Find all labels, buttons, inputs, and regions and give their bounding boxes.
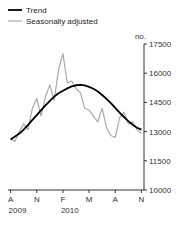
x-tick-label: F (60, 195, 65, 204)
x-tick (62, 190, 63, 193)
x-tick (89, 190, 90, 193)
year-label: 2010 (61, 206, 79, 215)
y-tick (144, 131, 147, 132)
x-axis (8, 190, 144, 191)
y-tick-label: 16000 (149, 69, 172, 78)
x-tick-label: N (34, 195, 40, 204)
y-label: no. (135, 32, 146, 41)
x-tick-label: M (86, 195, 93, 204)
x-tick (36, 190, 37, 193)
x-tick (10, 190, 11, 193)
x-tick (115, 190, 116, 193)
x-tick-label: N (138, 195, 144, 204)
y-tick (144, 102, 147, 103)
year-label: 2009 (9, 206, 27, 215)
y-tick (144, 44, 147, 45)
y-tick-label: 13000 (149, 128, 172, 137)
plot-area (11, 54, 142, 142)
y-tick (144, 190, 147, 191)
y-tick-label: 17500 (149, 40, 172, 49)
series-line (11, 54, 142, 142)
x-tick-label: A (113, 195, 119, 204)
y-tick (144, 160, 147, 161)
chart: 10000 11500 13000 14500 16000 17500 A N F M A N 2009… (0, 0, 181, 231)
y-tick-label: 14500 (149, 98, 172, 107)
legend-label: Seasonally adjusted (26, 17, 98, 26)
y-tick-label: 11500 (149, 157, 171, 166)
series-line (11, 85, 142, 140)
y-axis (144, 44, 145, 190)
y-tick (144, 73, 147, 74)
y-tick-label: 10000 (149, 186, 172, 195)
x-tick-label: A (8, 195, 14, 204)
legend-label: Trend (26, 6, 47, 15)
legend: Trend Seasonally adjusted (8, 6, 98, 26)
x-tick (141, 190, 142, 193)
legend-swatch (8, 9, 22, 11)
legend-swatch (8, 20, 22, 21)
